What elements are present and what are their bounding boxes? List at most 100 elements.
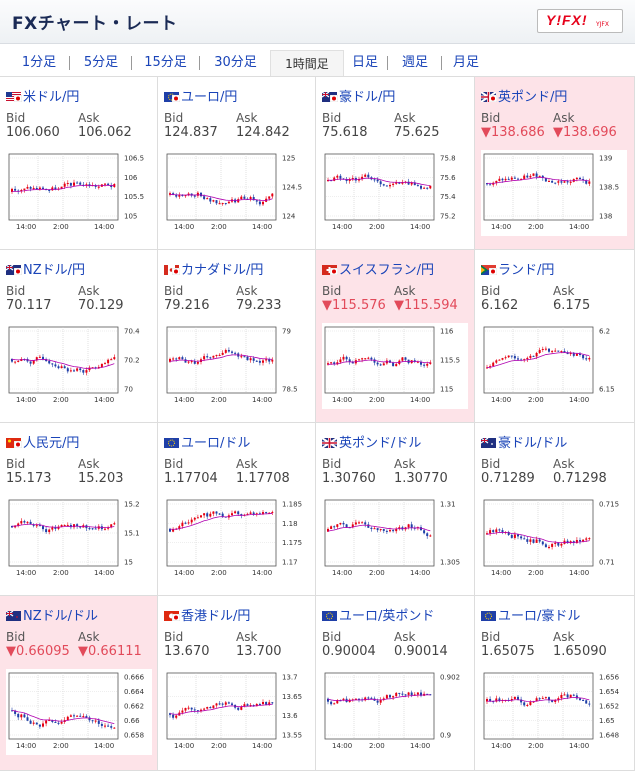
rate-panel[interactable]: ユーロ/豪ドル Bid Ask 1.65075 1.65090 1.656 1.654 1.6… [475,596,635,771]
price-chart[interactable]: 0.666 0.664 0.662 0.66 0.658 14:00 2:00 14:00 [6,669,152,755]
bid-label: Bid [322,630,342,644]
price-chart[interactable]: 0.902 0.9 14:00 2:00 14:00 [322,669,468,755]
candle-body [389,184,391,187]
tab-8[interactable]: 月足 [452,55,479,70]
candle-body [575,353,578,356]
rate-panel[interactable]: スイスフラン/円 Bid Ask ▼115.576 ▼115.594 116 115.5 11… [316,250,475,423]
price-chart[interactable]: 79 78.5 14:00 2:00 14:00 [164,323,310,409]
price-chart[interactable]: 1.656 1.654 1.652 1.65 1.648 14:00 2:00 14:00 [481,669,627,755]
rate-panel[interactable]: 米ドル/円 Bid Ask 106.060 106.062 106.5 106 105.5 10… [0,77,158,250]
rate-panel[interactable]: ユーロ/英ポンド Bid Ask 0.90004 0.90014 0.902 0.9 14:0… [316,596,475,771]
pair-name-link[interactable]: ユーロ/英ポンド [322,605,434,624]
yjfx-logo[interactable]: Y!FX! YJFX [537,9,623,33]
pair-name-link[interactable]: ユーロ/豪ドル [481,605,580,624]
y-tick-label: 115.5 [440,357,460,365]
candle-body [423,187,426,189]
candle-body [420,361,422,365]
candle-body [258,513,261,515]
rate-panel[interactable]: NZドル/円 Bid Ask 70.117 70.129 70.4 70.2 70 14:00 2… [0,250,158,423]
pair-name-link[interactable]: 香港ドル/円 [164,605,250,624]
y-tick-label: 0.66 [124,717,140,725]
price-chart[interactable]: 13.7 13.65 13.6 13.55 14:00 2:00 14:00 [164,669,310,755]
pair-name-link[interactable]: カナダドル/円 [164,259,263,278]
price-chart[interactable]: 70.4 70.2 70 14:00 2:00 14:00 [6,323,152,409]
price-chart[interactable]: 1.31 1.305 14:00 2:00 14:00 [322,496,468,582]
candle-body [333,177,336,181]
candle-body [209,513,212,517]
candle-body [14,710,17,714]
ask-label: Ask [236,630,258,644]
price-chart[interactable]: 1.185 1.18 1.175 1.17 14:00 2:00 14:00 [164,496,310,582]
rate-panel[interactable]: 豪ドル/ドル Bid Ask 0.71289 0.71298 0.715 0.71 14:00… [475,423,635,596]
rate-panel[interactable]: ユーロ/円 Bid Ask 124.837 124.842 125 124.5 124 14:0… [158,77,316,250]
tab-6[interactable]: 日足 [351,55,378,70]
price-chart[interactable]: 125 124.5 124 14:00 2:00 14:00 [164,150,310,236]
candle-body [361,358,364,360]
candle-body [560,181,563,183]
pair-name-link[interactable]: 豪ドル/ドル [480,432,567,451]
rate-panel[interactable]: ユーロ/ドル Bid Ask 1.17704 1.17708 1.185 1.18 1.175… [158,423,316,596]
candle-body [413,360,416,362]
price-chart[interactable]: 6.2 6.15 14:00 2:00 14:00 [481,323,627,409]
candle-body [212,355,215,358]
candle-body [495,180,498,183]
price-chart[interactable]: 15.2 15.1 15 14:00 2:00 14:00 [6,496,152,582]
rate-panel[interactable]: カナダドル/円 Bid Ask 79.216 79.233 79 78.5 14:00 2:00… [158,250,316,423]
pair-name-link[interactable]: 米ドル/円 [6,86,79,105]
pair-name-text: ランド/円 [498,263,555,278]
candle-body [489,184,492,186]
rate-panel[interactable]: 人民元/円 Bid Ask 15.173 15.203 15.2 15.1 15 14:00 2:… [0,423,158,596]
price-chart[interactable]: 106.5 106 105.5 105 14:00 2:00 14:00 [6,150,152,236]
rate-panel[interactable]: 英ポンド/円 Bid Ask ▼138.686 ▼138.696 139 138.5 138 1… [475,77,635,250]
candle-body [517,534,519,537]
candle-body [91,720,94,722]
pair-name-link[interactable]: NZドル/円 [5,259,85,278]
pair-name-link[interactable]: 英ポンド/円 [480,86,567,105]
candle-body [379,181,382,185]
pair-name-link[interactable]: 英ポンド/ドル [321,432,421,451]
price-chart[interactable]: 116 115.5 115 14:00 2:00 14:00 [322,323,468,409]
pair-name-link[interactable]: 人民元/円 [6,432,79,451]
candle-body [572,694,575,696]
rate-panel[interactable]: 英ポンド/ドル Bid Ask 1.30760 1.30770 1.31 1.305 14:0… [316,423,475,596]
rate-panel[interactable]: NZドル/ドル Bid Ask ▼0.66095 ▼0.66111 0.666 0.664 0… [0,596,158,771]
pair-name-link[interactable]: スイスフラン/円 [322,259,434,278]
rate-panel[interactable]: ランド/円 Bid Ask 6.162 6.175 6.2 6.15 14:00 2:00 14:… [475,250,635,423]
candle-body [23,521,26,523]
candle-body [76,715,79,717]
candle-body [255,360,258,362]
candle-body [544,697,547,699]
tab-7[interactable]: 週足 [401,55,428,70]
candle-body [17,713,20,718]
pair-name-link[interactable]: ユーロ/円 [164,86,237,105]
price-chart[interactable]: 139 138.5 138 14:00 2:00 14:00 [481,150,627,236]
tab-1[interactable]: 1分足 [21,55,57,70]
y-tick-label: 15 [124,559,133,567]
pair-name-link[interactable]: NZドル/ドル [5,605,98,624]
y-tick-label: 13.7 [282,674,298,682]
candle-body [541,697,544,699]
tab-5[interactable]: 1時間足 [270,50,344,77]
candle-body [351,361,354,364]
candle-body [420,185,422,189]
ask-value: 1.17708 [236,471,290,486]
chart-frame [166,672,277,740]
tab-separator [387,56,388,70]
candle-body [529,355,532,358]
pair-name-link[interactable]: 豪ドル/円 [321,86,395,105]
candle-body [426,187,429,189]
pair-name-link[interactable]: ランド/円 [481,259,554,278]
candle-body [178,357,181,360]
y-tick-label: 125 [282,155,295,163]
rate-panel[interactable]: 香港ドル/円 Bid Ask 13.670 13.700 13.7 13.65 13.6 13.… [158,596,316,771]
rate-panel[interactable]: 豪ドル/円 Bid Ask 75.618 75.625 75.8 75.6 75.4 75.2 1… [316,77,475,250]
price-chart[interactable]: 75.8 75.6 75.4 75.2 14:00 2:00 14:00 [322,150,468,236]
pair-name-link[interactable]: ユーロ/ドル [164,432,250,451]
tab-3[interactable]: 15分足 [144,55,187,70]
tab-4[interactable]: 30分足 [214,55,257,70]
candle-body [560,351,563,353]
price-chart[interactable]: 0.715 0.71 14:00 2:00 14:00 [481,496,627,582]
candle-body [113,727,116,729]
moving-average-line [486,697,590,702]
tab-2[interactable]: 5分足 [83,55,119,70]
